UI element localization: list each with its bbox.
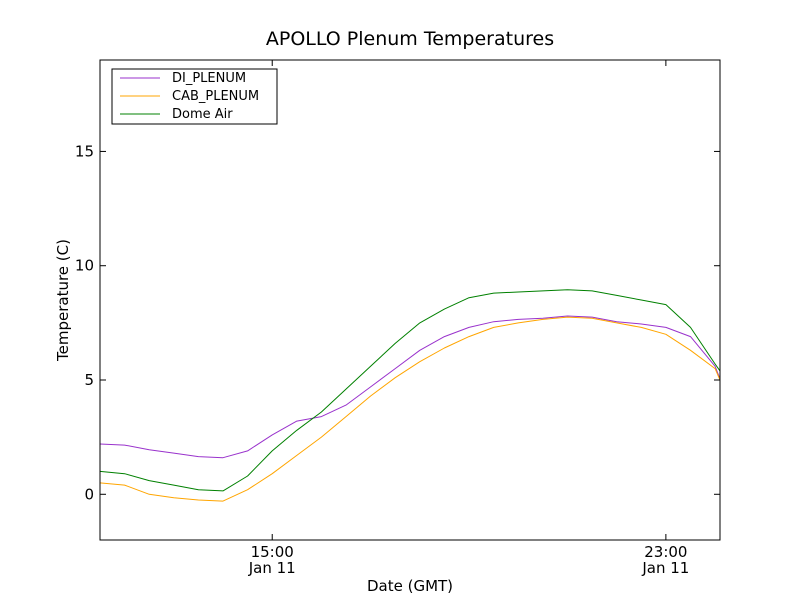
y-axis-label: Temperature (C): [54, 239, 72, 362]
legend-label-di-plenum: DI_PLENUM: [172, 71, 246, 86]
y-tick-label: 0: [84, 485, 94, 503]
x-tick-time-label: 15:00: [251, 543, 294, 561]
x-tick-time-label: 23:00: [644, 543, 687, 561]
x-axis-label: Date (GMT): [367, 577, 453, 595]
x-tick-date-label: Jan 11: [641, 559, 689, 577]
legend-label-dome-air: Dome Air: [172, 107, 233, 122]
y-tick-label: 15: [75, 142, 94, 160]
plot-frame: [99, 59, 721, 541]
x-tick-date-label: Jan 11: [248, 559, 296, 577]
legend: DI_PLENUM CAB_PLENUM Dome Air: [111, 68, 278, 125]
y-tick-label: 10: [75, 257, 94, 275]
chart-title: APOLLO Plenum Temperatures: [266, 28, 554, 50]
legend-label-cab-plenum: CAB_PLENUM: [172, 89, 259, 104]
y-tick-label: 5: [84, 371, 94, 389]
